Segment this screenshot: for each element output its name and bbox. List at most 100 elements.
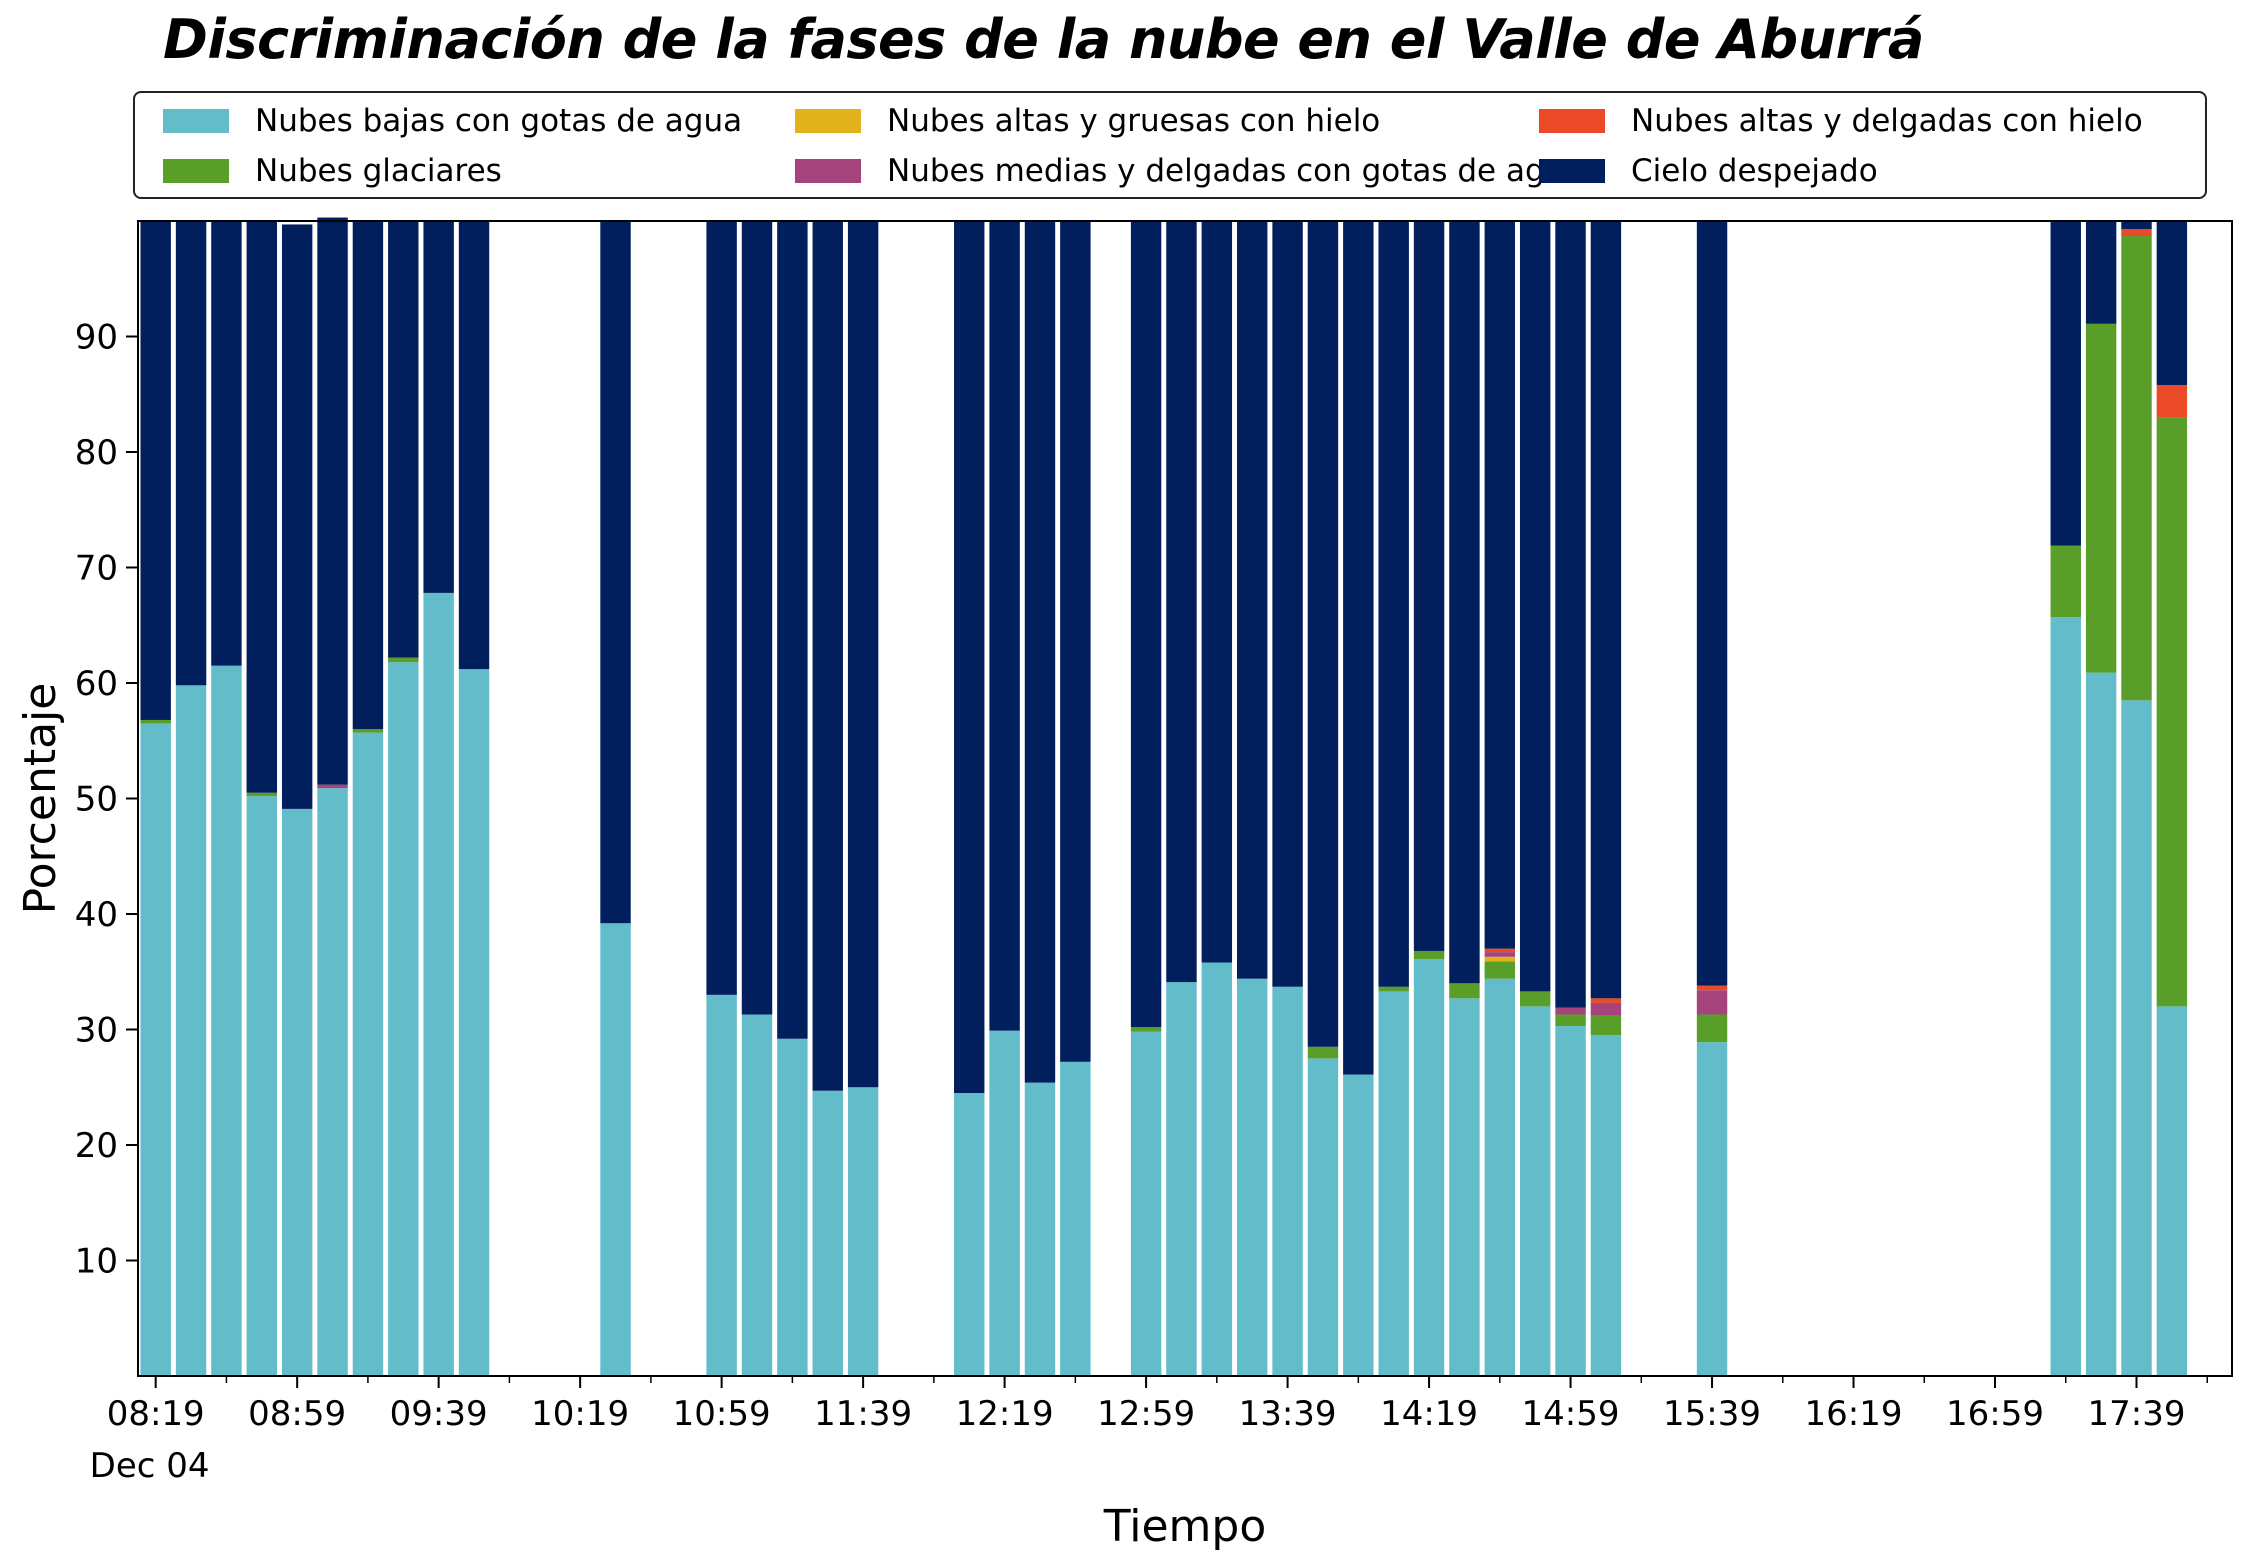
bar-segment: [317, 217, 348, 785]
bar-segment: [1590, 1015, 1622, 1036]
legend-label: Nubes glaciares: [255, 153, 502, 189]
bar-segment: [954, 1093, 985, 1376]
bar-segment: [1166, 982, 1197, 1376]
bar-segment: [706, 994, 737, 1376]
y-tick-label: 70: [75, 549, 118, 589]
x-tick-label: 08:19: [107, 1394, 205, 1434]
x-tick-label: 17:39: [2088, 1394, 2186, 1434]
bar-segment: [1130, 221, 1162, 1028]
bar-segment: [1413, 221, 1445, 951]
bar-segment: [1378, 221, 1409, 987]
bars-layer: [140, 217, 2188, 1377]
legend-label: Cielo despejado: [1631, 153, 1878, 189]
bar-segment: [140, 221, 171, 720]
bar-segment: [777, 1038, 808, 1376]
x-tick-label: 16:59: [1946, 1394, 2044, 1434]
bar-segment: [1307, 1046, 1339, 1059]
bar-segment: [1590, 1035, 1622, 1376]
bar-segment: [1696, 1042, 1728, 1376]
bar-segment: [777, 221, 808, 1039]
bar-segment: [388, 657, 419, 663]
bar-segment: [2085, 672, 2117, 1376]
y-tick-label: 10: [75, 1242, 118, 1282]
bar-segment: [1378, 991, 1409, 1376]
bar-segment: [1484, 948, 1516, 953]
bar-segment: [1024, 221, 1056, 1083]
legend-swatch: [795, 109, 861, 133]
legend-label: Nubes altas y delgadas con hielo: [1631, 103, 2143, 139]
bar-segment: [246, 221, 278, 793]
x-tick-label: 09:39: [390, 1394, 488, 1434]
bar-segment: [352, 221, 384, 730]
legend-item: Cielo despejado: [1539, 153, 1878, 189]
legend-label: Nubes altas y gruesas con hielo: [887, 103, 1381, 139]
bar-segment: [1343, 1074, 1374, 1376]
bar-segment: [1555, 221, 1586, 1008]
legend-label: Nubes bajas con gotas de agua: [255, 103, 743, 139]
y-tick-label: 90: [75, 318, 118, 358]
bar-segment: [600, 221, 631, 924]
bar-segment: [2156, 221, 2188, 386]
bar-segment: [1237, 221, 1268, 979]
bar-segment: [741, 1014, 773, 1376]
bar-segment: [211, 665, 242, 1376]
bar-segment: [600, 923, 631, 1376]
bar-segment: [1696, 990, 1728, 1015]
x-tick-label: 14:19: [1380, 1394, 1478, 1434]
legend-item: Nubes bajas con gotas de agua: [163, 103, 742, 139]
bar-segment: [1130, 1031, 1162, 1376]
bar-segment: [1449, 983, 1480, 999]
bar-segment: [140, 719, 171, 724]
bar-segment: [1272, 221, 1303, 987]
bar-segment: [352, 729, 384, 733]
bar-segment: [741, 221, 773, 1015]
bar-segment: [1484, 221, 1516, 949]
bar-segment: [2050, 221, 2081, 546]
bar-segment: [1590, 1002, 1622, 1016]
bar-segment: [1519, 1006, 1551, 1376]
bar-segment: [1378, 986, 1409, 992]
bar-segment: [388, 662, 419, 1376]
bar-segment: [1201, 962, 1233, 1376]
bar-segment: [352, 732, 384, 1376]
y-tick-label: 30: [75, 1011, 118, 1051]
legend-item: Nubes altas y delgadas con hielo: [1539, 103, 2143, 139]
bar-segment: [2156, 417, 2188, 1007]
bar-segment: [2085, 221, 2117, 324]
bar-segment: [281, 808, 313, 1376]
legend-item: Nubes altas y gruesas con hielo: [795, 103, 1380, 139]
bar-segment: [2121, 221, 2152, 230]
bar-segment: [1060, 1061, 1091, 1376]
x-axis-label: Tiempo: [1103, 1501, 1267, 1552]
bar-segment: [458, 221, 490, 670]
bar-segment: [1449, 998, 1480, 1376]
bar-segment: [1555, 1007, 1586, 1015]
bar-segment: [140, 723, 171, 1376]
bar-segment: [1060, 221, 1091, 1062]
bar-segment: [423, 592, 454, 1376]
bar-segment: [1519, 221, 1551, 992]
x-tick-label: 14:59: [1522, 1394, 1620, 1434]
x-date-label: Dec 04: [90, 1446, 210, 1486]
bar-segment: [847, 1087, 879, 1376]
bar-segment: [246, 796, 278, 1376]
bar-segment: [317, 788, 348, 1376]
bar-segment: [989, 221, 1020, 1031]
x-tick-label: 13:39: [1239, 1394, 1337, 1434]
x-tick-label: 10:19: [531, 1394, 629, 1434]
x-tick-label: 11:39: [814, 1394, 912, 1434]
bar-segment: [1413, 950, 1445, 960]
y-axis-label: Porcentaje: [15, 683, 66, 915]
bar-segment: [1449, 221, 1480, 984]
bar-segment: [1413, 959, 1445, 1376]
legend-swatch: [1539, 109, 1605, 133]
x-tick-label: 12:19: [956, 1394, 1054, 1434]
y-axis: 10 20 30 40 50 60 70 80 90: [75, 318, 138, 1282]
bar-segment: [2121, 229, 2152, 237]
bar-segment: [1555, 1014, 1586, 1027]
y-tick-label: 60: [75, 664, 118, 704]
bar-segment: [1590, 221, 1622, 999]
bar-segment: [989, 1030, 1020, 1376]
bar-segment: [175, 221, 207, 686]
